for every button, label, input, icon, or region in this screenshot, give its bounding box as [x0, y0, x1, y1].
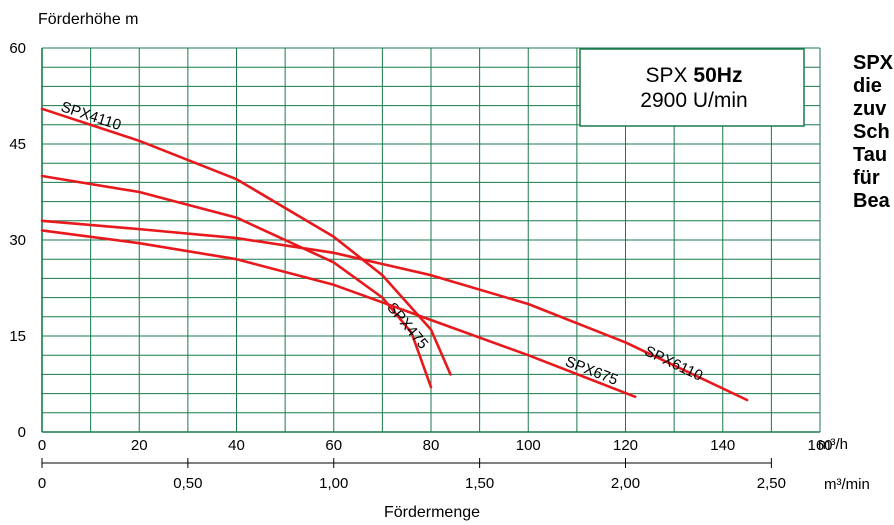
- series-line-spx675: [40, 229, 637, 399]
- x-axis-unit: m³/h: [818, 436, 848, 453]
- series-label: SPX475: [383, 299, 431, 352]
- side-line: Tau: [853, 144, 888, 166]
- x2-tick-label: 1,00: [319, 475, 348, 492]
- x2-tick-label: 0,50: [173, 475, 202, 492]
- legend-title: SPX 50Hz: [646, 64, 743, 87]
- side-line: Sch: [853, 121, 890, 143]
- x-tick-label: 60: [325, 437, 342, 454]
- x-tick-label: 0: [38, 437, 46, 454]
- x-tick-label: 160: [807, 437, 832, 454]
- secondary-axis: 0 0,50 1,00 1,50 2,00 2,50: [38, 458, 786, 492]
- y-tick-label: 30: [9, 232, 26, 249]
- x-tick-label: 100: [516, 437, 541, 454]
- series-line-spx4110: [40, 107, 452, 376]
- x-tick-label: 140: [710, 437, 735, 454]
- y-tick-label: 45: [9, 136, 26, 153]
- x-tick-label: 80: [423, 437, 440, 454]
- y-tick-label: 60: [9, 40, 26, 57]
- series-label: SPX675: [563, 353, 620, 389]
- grid: [41, 47, 821, 433]
- side-line: SPX: [853, 52, 894, 74]
- series-label: SPX6110: [642, 343, 706, 385]
- y-axis-label: Förderhöhe m: [38, 11, 139, 28]
- x2-tick-label: 1,50: [465, 475, 494, 492]
- legend-box: [579, 48, 805, 127]
- side-line: Bea: [853, 190, 890, 212]
- tick-labels: 0 20 40 60 80 100 120 140 160 0 15 30 45 60: [9, 40, 832, 454]
- x2-tick-label: 2,00: [611, 475, 640, 492]
- x-tick-label: 40: [228, 437, 245, 454]
- x-axis-label: Fördermenge: [384, 504, 480, 521]
- side-line: zuv: [853, 98, 887, 120]
- x2-tick-label: 0: [38, 475, 46, 492]
- x2-axis-unit: m³/min: [824, 476, 870, 493]
- side-line: für: [853, 167, 880, 189]
- y-tick-label: 0: [18, 424, 26, 441]
- side-description: SPX die zuv Sch Tau für Bea: [853, 52, 894, 213]
- series-line-spx475: [40, 174, 433, 389]
- legend-subtitle: 2900 U/min: [640, 89, 747, 112]
- y-tick-label: 15: [9, 328, 26, 345]
- series-line-spx6110: [40, 219, 749, 402]
- x-tick-label: 120: [613, 437, 638, 454]
- x-tick-label: 20: [131, 437, 148, 454]
- x2-tick-label: 2,50: [757, 475, 786, 492]
- side-line: die: [853, 75, 882, 97]
